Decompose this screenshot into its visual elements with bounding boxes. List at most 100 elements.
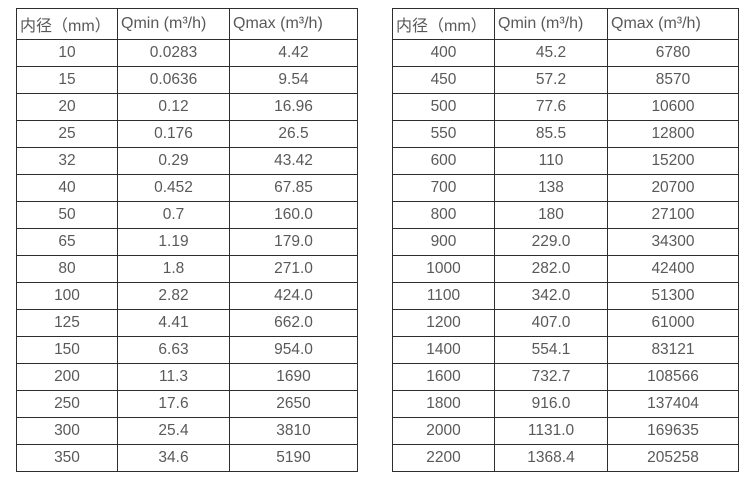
table-cell: 0.0636 bbox=[117, 66, 230, 94]
table-cell: 5190 bbox=[229, 444, 358, 472]
table-cell: 16.96 bbox=[229, 93, 358, 121]
table-cell: 205258 bbox=[607, 444, 739, 472]
table-cell: 0.29 bbox=[117, 147, 230, 175]
table-cell: 15200 bbox=[607, 147, 739, 175]
table-row: 32 0.29 43.42 bbox=[16, 147, 358, 175]
header-cell-col1: Qmin (m³/h) bbox=[117, 8, 230, 40]
table-cell: 0.176 bbox=[117, 120, 230, 148]
table-cell: 350 bbox=[16, 444, 118, 472]
header-cell-col0: 内径（mm） bbox=[392, 8, 495, 40]
table-cell: 67.85 bbox=[229, 174, 358, 202]
table-cell: 25.4 bbox=[117, 417, 230, 445]
table-cell: 1100 bbox=[392, 282, 495, 310]
table-cell: 1400 bbox=[392, 336, 495, 364]
table-row: 300 25.4 3810 bbox=[16, 417, 358, 445]
table-cell: 0.0283 bbox=[117, 39, 230, 67]
table-cell: 61000 bbox=[607, 309, 739, 337]
table-cell: 150 bbox=[16, 336, 118, 364]
table-cell: 8570 bbox=[607, 66, 739, 94]
table-cell: 0.7 bbox=[117, 201, 230, 229]
table-cell: 0.12 bbox=[117, 93, 230, 121]
table-row: 600 110 15200 bbox=[392, 147, 739, 175]
table-row: 1600 732.7 108566 bbox=[392, 363, 739, 391]
table-row: 1400 554.1 83121 bbox=[392, 336, 739, 364]
table-cell: 4.42 bbox=[229, 39, 358, 67]
header-cell-col2: Qmax (m³/h) bbox=[607, 8, 739, 40]
table-cell: 407.0 bbox=[494, 309, 608, 337]
table-cell: 137404 bbox=[607, 390, 739, 418]
table-row: 400 45.2 6780 bbox=[392, 39, 739, 67]
table-cell: 45.2 bbox=[494, 39, 608, 67]
table-cell: 10600 bbox=[607, 93, 739, 121]
table-cell: 83121 bbox=[607, 336, 739, 364]
header-cell-col0: 内径（mm） bbox=[16, 8, 118, 40]
table-cell: 40 bbox=[16, 174, 118, 202]
table-cell: 26.5 bbox=[229, 120, 358, 148]
table-row: 450 57.2 8570 bbox=[392, 66, 739, 94]
table-cell: 1.8 bbox=[117, 255, 230, 283]
table-cell: 11.3 bbox=[117, 363, 230, 391]
table-cell: 0.452 bbox=[117, 174, 230, 202]
table-cell: 20700 bbox=[607, 174, 739, 202]
table-cell: 250 bbox=[16, 390, 118, 418]
table-row: 700 138 20700 bbox=[392, 174, 739, 202]
flow-spec-table-large-diameters: 内径（mm） Qmin (m³/h) Qmax (m³/h) 400 45.2 6780… bbox=[392, 8, 739, 472]
table-cell: 732.7 bbox=[494, 363, 608, 391]
table-row: 800 180 27100 bbox=[392, 201, 739, 229]
header-row: 内径（mm） Qmin (m³/h) Qmax (m³/h) bbox=[16, 8, 358, 40]
table-cell: 12800 bbox=[607, 120, 739, 148]
table-cell: 34300 bbox=[607, 228, 739, 256]
table-cell: 77.6 bbox=[494, 93, 608, 121]
header-row: 内径（mm） Qmin (m³/h) Qmax (m³/h) bbox=[392, 8, 739, 40]
table-cell: 4.41 bbox=[117, 309, 230, 337]
table-cell: 42400 bbox=[607, 255, 739, 283]
table-cell: 6780 bbox=[607, 39, 739, 67]
table-cell: 110 bbox=[494, 147, 608, 175]
table-cell: 1600 bbox=[392, 363, 495, 391]
table-cell: 1690 bbox=[229, 363, 358, 391]
table-row: 65 1.19 179.0 bbox=[16, 228, 358, 256]
table-cell: 180 bbox=[494, 201, 608, 229]
table-cell: 271.0 bbox=[229, 255, 358, 283]
header-cell-col2: Qmax (m³/h) bbox=[229, 8, 358, 40]
table-row: 80 1.8 271.0 bbox=[16, 255, 358, 283]
table-cell: 2650 bbox=[229, 390, 358, 418]
table-cell: 57.2 bbox=[494, 66, 608, 94]
table-row: 15 0.0636 9.54 bbox=[16, 66, 358, 94]
table-row: 550 85.5 12800 bbox=[392, 120, 739, 148]
table-cell: 400 bbox=[392, 39, 495, 67]
table-cell: 700 bbox=[392, 174, 495, 202]
table-row: 1000 282.0 42400 bbox=[392, 255, 739, 283]
table-cell: 600 bbox=[392, 147, 495, 175]
table-cell: 282.0 bbox=[494, 255, 608, 283]
table-row: 1100 342.0 51300 bbox=[392, 282, 739, 310]
table-cell: 1800 bbox=[392, 390, 495, 418]
table-row: 20 0.12 16.96 bbox=[16, 93, 358, 121]
table-cell: 50 bbox=[16, 201, 118, 229]
table-cell: 1.19 bbox=[117, 228, 230, 256]
table-cell: 15 bbox=[16, 66, 118, 94]
table-cell: 424.0 bbox=[229, 282, 358, 310]
table-row: 100 2.82 424.0 bbox=[16, 282, 358, 310]
table-cell: 300 bbox=[16, 417, 118, 445]
table-cell: 65 bbox=[16, 228, 118, 256]
table-cell: 85.5 bbox=[494, 120, 608, 148]
table-cell: 9.54 bbox=[229, 66, 358, 94]
table-cell: 900 bbox=[392, 228, 495, 256]
table-row: 1800 916.0 137404 bbox=[392, 390, 739, 418]
table-cell: 51300 bbox=[607, 282, 739, 310]
table-row: 2200 1368.4 205258 bbox=[392, 444, 739, 472]
table-row: 150 6.63 954.0 bbox=[16, 336, 358, 364]
table-row: 125 4.41 662.0 bbox=[16, 309, 358, 337]
table-cell: 138 bbox=[494, 174, 608, 202]
table-cell: 3810 bbox=[229, 417, 358, 445]
table-row: 2000 1131.0 169635 bbox=[392, 417, 739, 445]
table-row: 500 77.6 10600 bbox=[392, 93, 739, 121]
table-cell: 954.0 bbox=[229, 336, 358, 364]
table-cell: 1200 bbox=[392, 309, 495, 337]
table-cell: 2000 bbox=[392, 417, 495, 445]
table-row: 10 0.0283 4.42 bbox=[16, 39, 358, 67]
table-cell: 229.0 bbox=[494, 228, 608, 256]
table-cell: 662.0 bbox=[229, 309, 358, 337]
table-cell: 1131.0 bbox=[494, 417, 608, 445]
